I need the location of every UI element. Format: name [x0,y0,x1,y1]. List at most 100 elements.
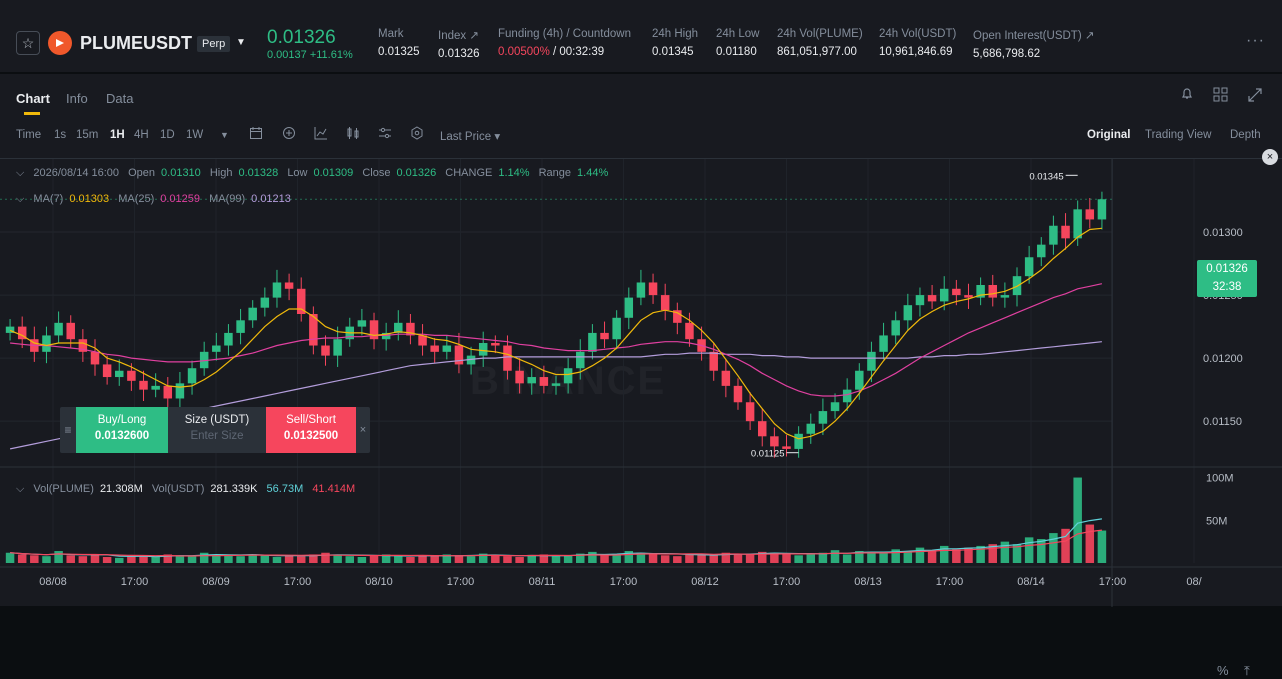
price-tag-value: 0.01326 [1206,263,1248,275]
candle-down [1085,209,1095,220]
view-depth[interactable]: Depth [1230,129,1261,141]
close-icon[interactable]: × [1262,149,1278,165]
candle-down [309,314,318,346]
calendar-icon[interactable] [249,126,263,143]
time-axis-label: 08/11 [529,576,556,588]
time-axis-label: 17:00 [1099,576,1127,588]
interval-1h[interactable]: 1H [110,129,125,141]
stat-open-interest[interactable]: Open Interest(USDT) ↗ 5,686,798.62 [973,28,1094,60]
favorite-star-icon[interactable]: ☆ [16,31,40,55]
view-trading-view[interactable]: Trading View [1145,129,1212,141]
tab-data[interactable]: Data [106,91,134,106]
volume-bar [588,551,597,563]
interval-15m[interactable]: 15m [76,129,99,141]
view-original[interactable]: Original [1087,129,1131,141]
volume-legend: ⌵ Vol(PLUME) 21.308M Vol(USDT) 281.339K 56… [16,483,361,496]
candle-down [709,351,718,371]
volume-bar [794,555,803,563]
candle-down [515,370,524,384]
auto-scale-icon[interactable]: ⤒ [1244,663,1250,678]
interval-1s[interactable]: 1s [54,129,67,141]
candle-down [491,343,500,346]
ma99-label: MA(99) [209,193,246,205]
sell-label: Sell/Short [286,414,336,426]
candle-down [139,380,148,390]
tab-info[interactable]: Info [66,91,88,106]
volume-bar [782,554,791,563]
fullscreen-icon[interactable] [1247,87,1263,106]
close-value: 0.01326 [396,167,437,179]
ticker-header: ☆ PLUMEUSDT Perp ▼ 0.01326 0.00137 +11.6… [0,0,1282,73]
time-axis-label: 17:00 [773,576,801,588]
candle-down [770,436,779,447]
volume-bar [345,556,355,563]
volume-bar [612,554,621,563]
candle-down [284,282,294,289]
percent-scale-icon[interactable]: % [1217,663,1229,678]
candles-icon[interactable] [346,126,360,143]
range-label: Range [538,167,572,179]
candle-up [624,297,634,318]
symbol-name[interactable]: PLUMEUSDT [80,33,192,53]
ma-collapse-chevron-icon[interactable]: ⌵ [16,193,25,205]
candle-up [794,433,803,449]
close-widget-icon[interactable]: × [359,424,367,436]
size-input[interactable]: Size (USDT) Enter Size [168,407,266,453]
candle-up [976,285,985,298]
volume-bar [357,557,367,563]
tab-chart[interactable]: Chart [16,91,50,106]
legend-collapse-chevron-icon[interactable]: ⌵ [16,167,25,179]
volume-bar [867,551,876,563]
volume-bar [563,555,573,563]
volume-bar [721,552,731,563]
volume-collapse-chevron-icon[interactable]: ⌵ [16,483,25,495]
candle-up [357,320,367,327]
candle-down [66,322,75,340]
stat-label[interactable]: Index ↗ [438,30,479,42]
stat-index[interactable]: Index ↗ 0.01326 [438,28,480,60]
candle-up [151,385,160,390]
candle-up [563,368,573,384]
funding-countdown: / 00:32:39 [553,46,605,58]
candle-up [903,305,913,321]
stat-funding: Funding (4h) / Countdown 0.00500% / 00:3… [498,28,631,58]
buy-long-button[interactable]: Buy/Long 0.0132600 [76,407,168,453]
change-value: 1.14% [498,167,530,179]
interval-1d[interactable]: 1D [160,129,175,141]
volume-bar [939,545,949,563]
sell-short-button[interactable]: Sell/Short 0.0132500 [266,407,356,453]
symbol-dropdown-chevron-icon[interactable]: ▼ [236,37,246,48]
add-indicator-icon[interactable] [282,126,296,143]
drawing-tools-icon[interactable] [410,126,424,143]
ma25-value: 0.01259 [160,193,201,205]
candle-up [830,402,840,412]
interval-4h[interactable]: 4H [134,129,149,141]
stat-24h-low: 24h Low 0.01180 [716,28,759,58]
volume-bar [1085,524,1095,563]
stat-value: 0.01325 [378,46,420,58]
volume-bar [54,551,63,563]
interval-dropdown-chevron-icon[interactable]: ▼ [220,130,229,140]
vol-usdt-label: Vol(USDT) [151,483,205,495]
volume-bar [879,552,888,563]
volume-ma-b-line [10,529,1102,557]
candle-down [952,288,961,296]
interval-time[interactable]: Time [16,129,42,141]
price-type-selector[interactable]: Last Price ▾ [440,131,501,143]
chart-canvas[interactable]: 0.013000.012500.012000.01150100M50M08/08… [0,159,1282,607]
volume-bar [333,555,342,563]
interval-1w[interactable]: 1W [186,129,204,141]
settings-sliders-icon[interactable] [378,126,392,143]
bell-icon[interactable] [1180,87,1194,104]
size-placeholder[interactable]: Enter Size [190,430,244,442]
volume-bar [151,557,160,563]
line-chart-icon[interactable] [314,126,328,143]
candlestick-chart[interactable]: BINANCE 0.013000.012500.012000.01150100M… [0,158,1282,678]
ma7-value: 0.01303 [69,193,110,205]
time-axis-label: 08/ [1186,576,1202,588]
volume-bar [272,557,282,563]
layout-grid-icon[interactable] [1213,87,1229,106]
drag-handle-icon[interactable]: ≡ [64,423,72,437]
stat-label[interactable]: Open Interest(USDT) ↗ [973,30,1095,42]
more-options-icon[interactable]: ··· [1246,32,1265,49]
